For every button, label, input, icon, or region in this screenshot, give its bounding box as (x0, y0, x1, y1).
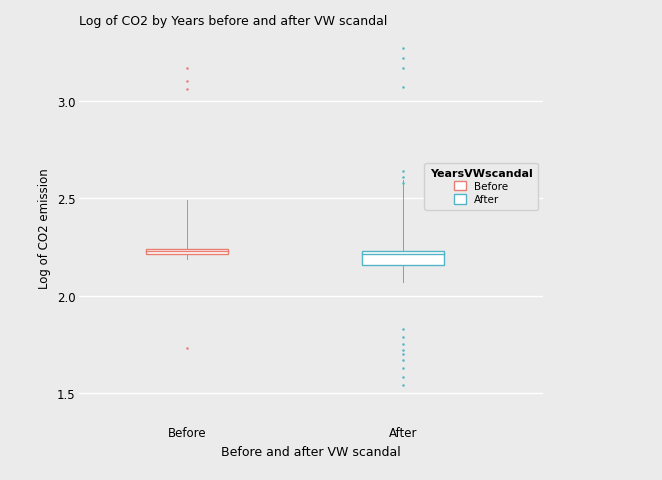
Bar (362, 252, 444, 266)
X-axis label: Before and after VW scandal: Before and after VW scandal (221, 445, 401, 458)
Y-axis label: Log of CO2 emission: Log of CO2 emission (38, 168, 51, 288)
Bar (146, 250, 228, 254)
Text: Log of CO2 by Years before and after VW scandal: Log of CO2 by Years before and after VW … (79, 15, 388, 28)
Legend: Before, After: Before, After (424, 163, 538, 210)
